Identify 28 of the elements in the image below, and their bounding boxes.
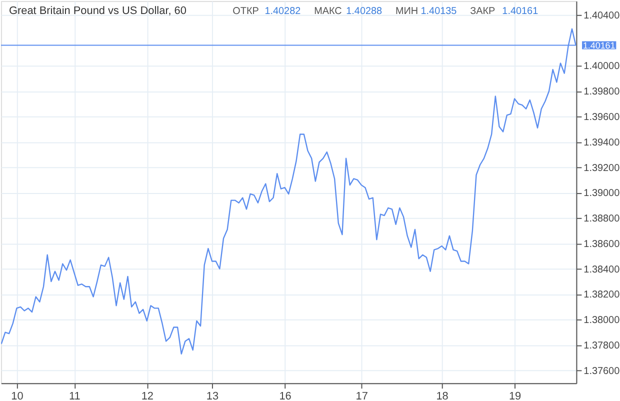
y-tick-label: 1.37800 [584, 340, 620, 352]
annotation: ЗАКР 1.40161 [470, 6, 539, 17]
x-tick-label: 11 [68, 390, 80, 401]
x-tick-label: 16 [279, 390, 292, 401]
y-tick-label: 1.38200 [584, 290, 620, 301]
annotation: МАКС 1.40288 [314, 6, 383, 17]
x-tick-label: 18 [436, 390, 448, 401]
y-tick-label: 1.37600 [584, 366, 620, 377]
y-tick-label: 1.39400 [584, 137, 620, 148]
y-tick-label: 1.39800 [584, 86, 620, 98]
annotation: МИН 1.40135 [395, 6, 458, 17]
x-tick-label: 19 [508, 390, 522, 401]
annotation: ОТКР 1.40282 [232, 6, 302, 17]
x-tick-label: 12 [141, 390, 154, 401]
y-tick-label: 1.40000 [584, 61, 620, 72]
y-tick-label: 1.39600 [584, 112, 620, 123]
y-tick-label: 1.39000 [584, 188, 620, 200]
x-tick-label: 13 [206, 390, 219, 401]
x-tick-label: 10 [11, 390, 24, 401]
ref-line-label: 1.40161 [582, 40, 616, 50]
chart-title: Great Britain Pound vs US Dollar, 60 [8, 4, 186, 17]
x-tick-label: 17 [356, 390, 368, 401]
y-tick-label: 1.38000 [584, 315, 620, 326]
y-tick-label: 1.38400 [584, 264, 620, 276]
y-tick-label: 1.40400 [584, 10, 620, 22]
y-tick-label: 1.38800 [584, 214, 620, 225]
y-tick-label: 1.38600 [584, 238, 620, 250]
y-tick-label: 1.39200 [584, 162, 620, 174]
